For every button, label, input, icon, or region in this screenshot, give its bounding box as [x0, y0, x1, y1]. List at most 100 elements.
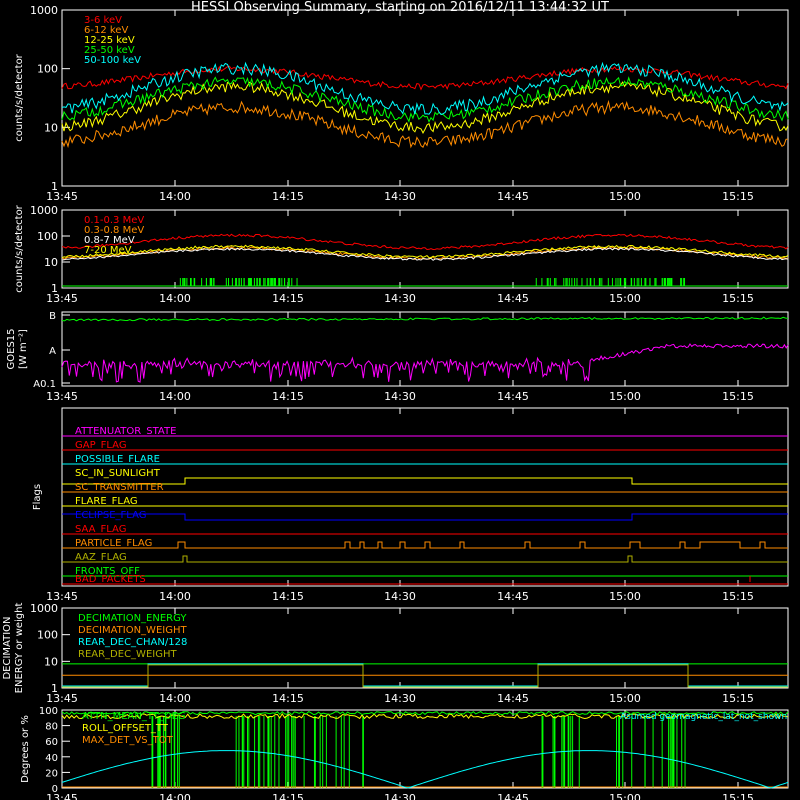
y-axis-label: counts/s/detector [14, 53, 25, 141]
y-axis-label: DECIMATION [2, 616, 13, 679]
x-tick-label: 14:00 [159, 390, 191, 403]
legend-ROLL_OFFSET_TT: ROLL_OFFSET_TT [82, 723, 169, 734]
x-tick-label: 14:15 [272, 390, 304, 403]
series-line-3-6-keV [61, 65, 789, 91]
legend-REAR_DEC_WEIGHT: REAR_DEC_WEIGHT [78, 649, 177, 660]
x-tick-label: 14:45 [497, 692, 529, 705]
x-tick-label: 15:00 [609, 590, 641, 603]
flag-line-PARTICLE_FLAG [62, 541, 788, 549]
x-tick-label: 14:00 [159, 692, 191, 705]
y-axis-label: Flags [32, 484, 43, 510]
attn-mean-line [61, 710, 789, 716]
legend-0.8-7-MeV: 0.8-7 MeV [84, 235, 135, 246]
series-line-6-12-keV [61, 99, 789, 149]
x-tick-label: 15:00 [609, 692, 641, 705]
x-tick-label: 13:45 [46, 590, 78, 603]
y-tick-label: 0 [52, 784, 58, 795]
flag-label-POSSIBLE_FLARE: POSSIBLE_FLARE [75, 454, 160, 465]
flag-line-ECLIPSE_FLAG [62, 513, 788, 521]
legend-MAX_DET_VS_TOT: MAX_DET_VS_TOT [82, 735, 174, 746]
x-tick-label: 14:15 [272, 692, 304, 705]
y-axis-label-2: ENERGY or weight [14, 603, 25, 694]
y-tick-label: 1000 [30, 602, 58, 615]
x-tick-label: 14:00 [159, 590, 191, 603]
x-tick-label: 13:45 [46, 190, 78, 203]
flag-label-ECLIPSE_FLAG: ECLIPSE_FLAG [75, 510, 146, 521]
y-tick-label: 10 [44, 121, 58, 134]
y-axis-label: GOES15 [6, 328, 17, 369]
legend-6-12-keV: 6-12 keV [84, 25, 128, 36]
x-tick-label: 13:45 [46, 692, 78, 705]
legend-ATTN_MEAN_TT_DEG: ATTN_MEAN_TT_DEG [82, 711, 186, 722]
y-tick-label: 80 [45, 722, 58, 733]
x-tick-label: 14:30 [384, 692, 416, 705]
x-tick-label: 15:00 [609, 792, 641, 800]
y-tick-label: 10 [44, 655, 58, 668]
x-tick-label: 14:45 [497, 190, 529, 203]
y-axis-label: Degrees or % [20, 715, 31, 783]
legend-0.3-0.8-MeV: 0.3-0.8 MeV [84, 225, 144, 236]
legend-DECIMATION_WEIGHT: DECIMATION_WEIGHT [78, 625, 187, 636]
x-tick-label: 14:30 [384, 390, 416, 403]
x-tick-label: 15:15 [722, 292, 754, 305]
x-tick-label: 14:45 [497, 292, 529, 305]
x-tick-label: 14:15 [272, 190, 304, 203]
y-tick-label: 60 [45, 737, 58, 748]
panel-frame [61, 9, 789, 187]
rear-dec-weight-line [62, 664, 788, 688]
y-tick-label: 1 [51, 180, 58, 193]
legend-3-6-keV: 3-6 keV [84, 15, 122, 26]
legend-DECIMATION_ENERGY: DECIMATION_ENERGY [78, 613, 187, 624]
panel-frame [61, 311, 789, 387]
series-line-7-20-MeV [61, 244, 789, 259]
y-tick-label: 100 [37, 230, 58, 243]
x-tick-label: 14:00 [159, 792, 191, 800]
x-tick-label: 14:45 [497, 390, 529, 403]
legend-REAR_DEC_CHAN/128: REAR_DEC_CHAN/128 [78, 637, 187, 648]
y-tick-label: 10 [44, 256, 58, 269]
x-tick-label: 15:15 [722, 792, 754, 800]
x-tick-label: 14:45 [497, 792, 529, 800]
flag-line-AAZ_FLAG [62, 555, 788, 563]
series-line-50-100-keV [61, 61, 789, 116]
x-tick-label: 15:15 [722, 190, 754, 203]
flag-label-SAA_FLAG: SAA_FLAG [75, 524, 126, 535]
x-tick-label: 14:30 [384, 190, 416, 203]
legend-25-50-keV: 25-50 keV [84, 45, 135, 56]
legend-12-25-keV: 12-25 keV [84, 35, 135, 46]
x-tick-label: 13:45 [46, 792, 78, 800]
panel-frame [61, 407, 789, 587]
panel-frame [61, 709, 789, 789]
x-tick-label: 14:00 [159, 190, 191, 203]
x-tick-label: 14:30 [384, 292, 416, 305]
flag-label-SC_TRANSMITTER: SC_TRANSMITTER [75, 482, 164, 493]
flag-label-BAD_PACKETS: BAD_PACKETS [75, 574, 146, 585]
roll-offset-line [61, 712, 789, 720]
y-tick-label: 100 [37, 629, 58, 642]
flag-label-SC_IN_SUNLIGHT: SC_IN_SUNLIGHT [75, 468, 161, 479]
x-tick-label: 15:00 [609, 292, 641, 305]
legend-0.1-0.3-MeV: 0.1-0.3 MeV [84, 215, 144, 226]
legend-50-100-keV: 50-100 keV [84, 55, 141, 66]
goes-long-line [61, 316, 789, 322]
y-tick-label: 1 [51, 282, 58, 295]
geometry-annotation: Asumed geomagnetic_lat_not_shown [620, 712, 787, 722]
series-line-25-50-keV [61, 76, 789, 123]
y-tick-label: 1000 [30, 204, 58, 217]
x-tick-label: 14:00 [159, 292, 191, 305]
chart-title: HESSI Observing Summary, starting on 201… [191, 0, 609, 15]
y-tick-label: A [49, 346, 56, 357]
flag-label-GAP_FLAG: GAP_FLAG [75, 440, 127, 451]
x-tick-label: 15:00 [609, 190, 641, 203]
y-tick-label: B [49, 311, 56, 322]
x-tick-label: 14:30 [384, 590, 416, 603]
legend-7-20-MeV: 7-20 MeV [84, 245, 132, 256]
x-tick-label: 15:15 [722, 692, 754, 705]
flag-line-SC_IN_SUNLIGHT [62, 477, 788, 485]
flag-label-AAZ_FLAG: AAZ_FLAG [75, 552, 127, 563]
panel-frame [61, 209, 789, 289]
y-axis-unit: [W m⁻²] [18, 329, 29, 369]
y-axis-label: counts/s/detector [14, 204, 25, 292]
y-tick-label: A0.1 [33, 379, 56, 390]
